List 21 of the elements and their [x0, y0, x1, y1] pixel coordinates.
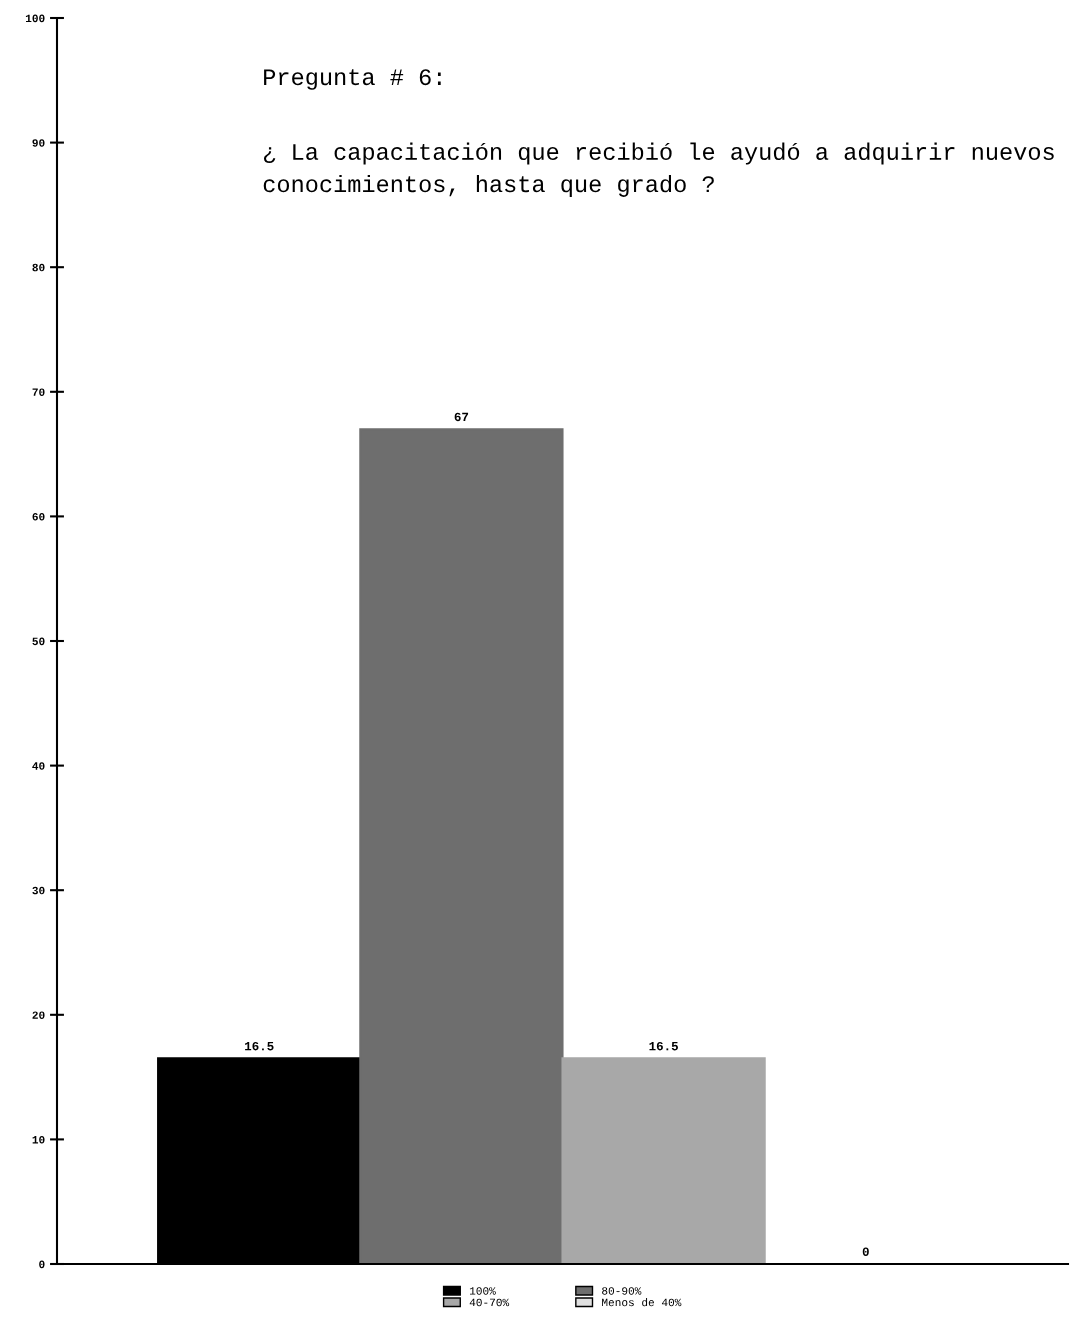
y-tick-label: 80	[32, 263, 45, 272]
data-label: 67	[454, 412, 469, 422]
legend-label: 100%	[469, 1287, 496, 1295]
data-label: 16.5	[245, 1041, 274, 1051]
y-tick-label: 0	[39, 1260, 45, 1269]
y-tick-label: 60	[32, 512, 45, 521]
data-label: 16.5	[649, 1041, 678, 1051]
y-tick-label: 40	[32, 762, 45, 770]
y-tick-label: 70	[32, 388, 45, 396]
y-tick-label: 50	[32, 637, 45, 646]
y-tick-label: 10	[32, 1135, 45, 1144]
legend-label: 80-90%	[602, 1287, 642, 1295]
y-tick-label: 20	[32, 1011, 45, 1019]
text: Pregunta # 6:	[264, 69, 441, 90]
data-label: 0	[862, 1247, 869, 1256]
text: ¿ La capacitación que recibió le ayudó a adquirir nuevos conocimientos, hasta que grado ?	[263, 142, 1054, 197]
legend-label: Menos de 40%	[602, 1298, 682, 1307]
y-tick-label: 30	[32, 886, 45, 895]
legend-label: 40-70%	[469, 1298, 510, 1307]
y-tick-label: 90	[32, 139, 45, 147]
y-tick-label: 100	[25, 14, 45, 23]
